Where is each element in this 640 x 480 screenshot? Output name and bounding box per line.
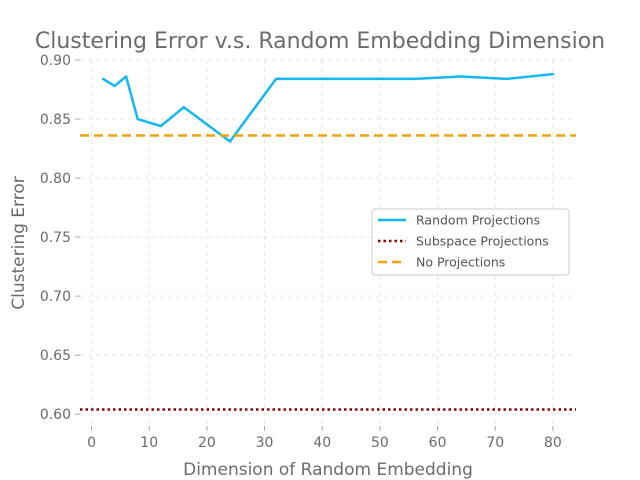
legend-box (371, 208, 570, 276)
data-point (551, 72, 555, 76)
data-point (101, 77, 105, 81)
y-axis-label: Clustering Error (9, 176, 29, 309)
x-tick-label: 60 (429, 435, 447, 451)
y-tick-label: 0.60 (40, 407, 71, 423)
legend: Random Projections Subspace Projections … (371, 208, 570, 276)
x-axis: 0 10 20 30 40 50 60 70 80 (87, 426, 562, 451)
data-point (505, 77, 508, 81)
data-point (182, 106, 186, 109)
x-tick-label: 50 (371, 435, 389, 451)
data-point (274, 77, 278, 81)
x-tick-label: 80 (544, 435, 562, 451)
legend-label-random-projections: Random Projections (416, 213, 540, 228)
y-tick-label: 0.85 (40, 112, 71, 128)
legend-label-subspace-projections: Subspace Projections (416, 234, 549, 249)
x-tick-label: 40 (313, 435, 331, 451)
y-axis: 0.60 0.65 0.70 0.75 0.80 0.85 0.90 (40, 53, 80, 423)
data-point (459, 75, 462, 78)
x-tick-label: 70 (486, 435, 504, 451)
series-line-random-projections (102, 72, 554, 143)
grid (80, 59, 576, 426)
data-point (124, 75, 128, 78)
y-tick-label: 0.70 (40, 289, 71, 305)
data-point (228, 140, 232, 143)
data-point (413, 77, 416, 81)
y-tick-label: 0.75 (40, 230, 71, 246)
data-point (159, 124, 162, 128)
y-tick-label: 0.90 (40, 53, 71, 69)
data-point (113, 84, 116, 88)
x-tick-label: 10 (140, 435, 158, 451)
y-tick-label: 0.80 (40, 171, 71, 187)
chart-title: Clustering Error v.s. Random Embedding D… (35, 29, 605, 54)
data-point (136, 117, 139, 121)
x-tick-label: 0 (87, 435, 96, 451)
x-tick-label: 20 (198, 435, 216, 451)
y-tick-label: 0.65 (40, 348, 71, 364)
data-point (321, 77, 324, 81)
data-point (367, 77, 370, 81)
x-tick-label: 30 (256, 435, 274, 451)
legend-label-no-projections: No Projections (416, 255, 505, 270)
plot-area (80, 72, 576, 411)
x-axis-label: Dimension of Random Embedding (183, 460, 473, 480)
